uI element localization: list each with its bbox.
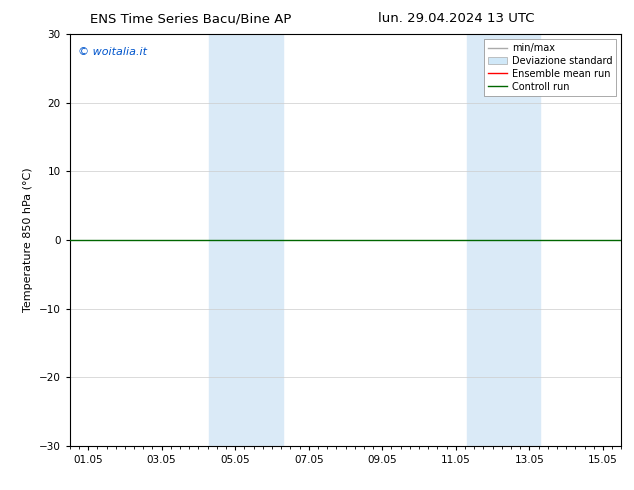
Text: lun. 29.04.2024 13 UTC: lun. 29.04.2024 13 UTC — [378, 12, 534, 25]
Text: © woitalia.it: © woitalia.it — [78, 47, 147, 57]
Text: ENS Time Series Bacu/Bine AP: ENS Time Series Bacu/Bine AP — [89, 12, 291, 25]
Legend: min/max, Deviazione standard, Ensemble mean run, Controll run: min/max, Deviazione standard, Ensemble m… — [484, 39, 616, 96]
Y-axis label: Temperature 850 hPa (°C): Temperature 850 hPa (°C) — [23, 168, 33, 313]
Bar — [467, 34, 540, 446]
Bar — [209, 34, 283, 446]
